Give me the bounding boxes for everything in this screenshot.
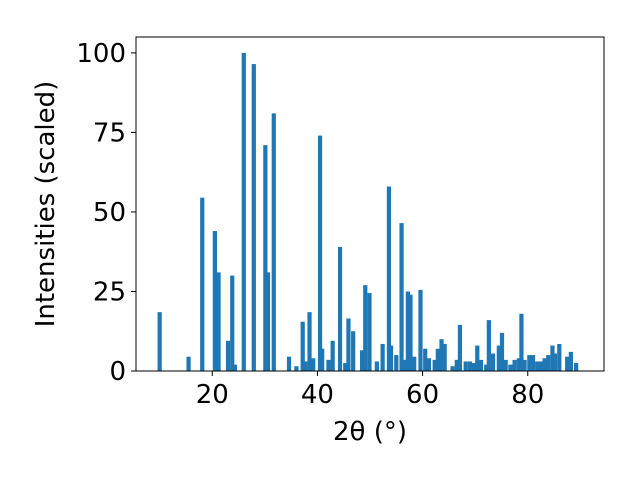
bar: [418, 289, 423, 371]
bar: [463, 361, 468, 371]
y-tick-label: 75: [93, 118, 126, 148]
bar: [320, 348, 325, 371]
bar: [412, 356, 417, 371]
bar: [186, 356, 191, 371]
bar: [568, 351, 573, 371]
bar: [380, 343, 385, 371]
bar: [565, 356, 570, 371]
bar: [200, 197, 205, 371]
bar: [454, 359, 459, 371]
bar: [450, 366, 455, 371]
bar: [232, 364, 237, 371]
bar: [405, 291, 410, 371]
bar: [230, 275, 235, 371]
bar: [360, 350, 365, 371]
x-tick-label: 20: [196, 380, 229, 410]
bar: [484, 364, 489, 371]
bar: [294, 366, 299, 371]
bar: [388, 345, 394, 371]
bar: [263, 145, 268, 371]
bar: [439, 339, 444, 371]
x-tick-label: 60: [406, 380, 439, 410]
bar: [475, 345, 480, 371]
bar: [457, 324, 463, 371]
bar: [271, 113, 276, 371]
bar: [552, 353, 558, 371]
x-axis: 20 40 60 80: [196, 371, 544, 410]
y-tick-label: 25: [93, 277, 126, 307]
bar: [330, 340, 335, 371]
bar: [490, 353, 496, 371]
bar: [426, 358, 431, 371]
bar: [522, 359, 527, 371]
bar: [530, 355, 536, 371]
bar: [574, 363, 579, 371]
bar: [435, 348, 440, 371]
bar: [337, 246, 343, 371]
x-axis-label: 2θ (°): [333, 417, 407, 447]
bar: [557, 343, 562, 371]
bar: [346, 318, 351, 371]
y-axis-label: Intensities (scaled): [31, 81, 61, 328]
bar: [402, 359, 407, 371]
bar: [546, 355, 551, 371]
bar: [394, 355, 399, 371]
bar: [542, 358, 547, 371]
bar: [351, 331, 356, 371]
bar: [386, 186, 392, 371]
y-tick-label: 0: [109, 357, 126, 387]
bar: [251, 64, 256, 371]
bar: [512, 359, 517, 371]
bar-series: [157, 52, 579, 372]
bar: [550, 345, 555, 371]
bar: [317, 135, 323, 371]
bar: [303, 361, 308, 371]
bar: [241, 52, 246, 372]
y-tick-label: 100: [76, 39, 126, 69]
bar: [442, 343, 447, 371]
plot-frame: [135, 36, 605, 372]
bar: [527, 355, 532, 371]
x-tick-label: 40: [301, 380, 334, 410]
bar: [423, 348, 428, 371]
bar: [516, 358, 521, 371]
y-axis: 0 25 50 75 100: [76, 39, 136, 387]
bar: [535, 361, 540, 371]
bar: [286, 356, 292, 371]
bar: [503, 359, 508, 371]
bar: [432, 359, 437, 371]
bar: [519, 313, 524, 371]
bar: [225, 340, 231, 371]
bar: [472, 363, 477, 371]
bar: [374, 361, 379, 371]
bar: [216, 272, 221, 371]
bar: [367, 293, 372, 371]
bar: [307, 312, 312, 371]
bar: [478, 359, 484, 371]
bar: [265, 272, 271, 371]
bar: [343, 363, 348, 371]
bar: [496, 345, 501, 371]
bar: [538, 361, 544, 371]
bar: [326, 359, 331, 371]
bar: [408, 294, 413, 371]
bar: [212, 231, 217, 371]
x-tick-label: 80: [511, 380, 544, 410]
bar: [311, 358, 316, 371]
bar: [467, 361, 473, 371]
bar: [399, 223, 404, 371]
bar: [508, 364, 513, 371]
y-tick-label: 50: [93, 198, 126, 228]
bar: [486, 320, 491, 371]
bar: [300, 321, 305, 371]
bar: [363, 285, 368, 371]
bar: [157, 312, 162, 371]
bar: [499, 332, 505, 371]
